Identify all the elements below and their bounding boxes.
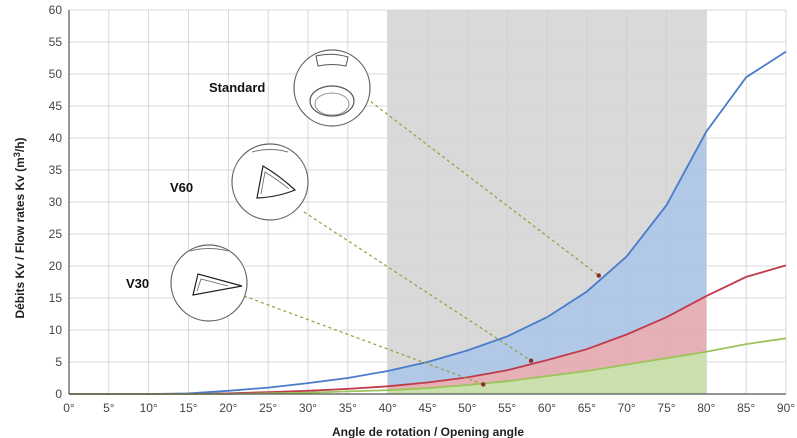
label-standard: Standard	[209, 80, 265, 95]
y-tick-label: 25	[49, 227, 63, 241]
valve-v30-icon	[170, 244, 248, 322]
tick-labels: 0° 5° 10° 15° 20° 25° 30° 35° 40° 45° 50° 55° 60° 65°…	[49, 3, 796, 415]
x-tick-label: 20°	[219, 401, 237, 415]
y-axis-title-superscript: 3	[12, 152, 22, 157]
x-tick-label: 80°	[697, 401, 715, 415]
x-tick-label: 50°	[458, 401, 476, 415]
y-tick-label: 60	[49, 3, 63, 17]
x-tick-label: 0°	[63, 401, 75, 415]
label-v30: V30	[126, 276, 149, 291]
y-axis-title-main: Débits Kv / Flow rates Kv (m	[13, 157, 27, 318]
x-tick-label: 75°	[657, 401, 675, 415]
x-tick-label: 45°	[418, 401, 436, 415]
x-axis-title: Angle de rotation / Opening angle	[332, 425, 524, 438]
x-tick-label: 35°	[339, 401, 357, 415]
label-v60: V60	[170, 180, 193, 195]
valve-standard-icon	[293, 49, 371, 127]
x-tick-label: 65°	[578, 401, 596, 415]
x-tick-label: 10°	[140, 401, 158, 415]
x-tick-label: 5°	[103, 401, 115, 415]
y-tick-label: 30	[49, 195, 63, 209]
leader-dot-v60	[528, 358, 534, 363]
y-tick-label: 5	[55, 355, 62, 369]
x-tick-label: 90°	[777, 401, 795, 415]
y-tick-label: 10	[49, 323, 63, 337]
y-tick-label: 15	[49, 291, 63, 305]
leader-dot-standard	[596, 273, 601, 278]
area-fill-v60	[387, 296, 707, 391]
y-axis-title: Débits Kv / Flow rates Kv (m3/h)	[12, 137, 27, 318]
axes	[68, 10, 786, 395]
x-tick-label: 15°	[179, 401, 197, 415]
x-tick-label: 30°	[299, 401, 317, 415]
valve-v60-icon	[231, 143, 309, 221]
annotation-leaders	[243, 97, 601, 387]
x-tick-label: 40°	[379, 401, 397, 415]
x-tick-label: 25°	[259, 401, 277, 415]
y-tick-label: 0	[55, 387, 62, 401]
x-tick-label: 55°	[498, 401, 516, 415]
y-tick-label: 40	[49, 131, 63, 145]
leader-standard	[365, 97, 600, 277]
area-fill-standard	[387, 131, 707, 387]
x-tick-label: 70°	[618, 401, 636, 415]
x-tick-label: 85°	[737, 401, 755, 415]
area-fills	[387, 131, 707, 394]
y-tick-label: 45	[49, 99, 63, 113]
y-axis-title-tail: /h)	[13, 137, 27, 152]
area-fill-v30	[387, 351, 707, 394]
leader-v30	[243, 295, 484, 385]
x-tick-label: 60°	[538, 401, 556, 415]
y-tick-label: 55	[49, 35, 63, 49]
leader-dot-v30	[481, 382, 486, 387]
y-tick-label: 50	[49, 67, 63, 81]
y-tick-label: 20	[49, 259, 63, 273]
y-tick-label: 35	[49, 163, 63, 177]
